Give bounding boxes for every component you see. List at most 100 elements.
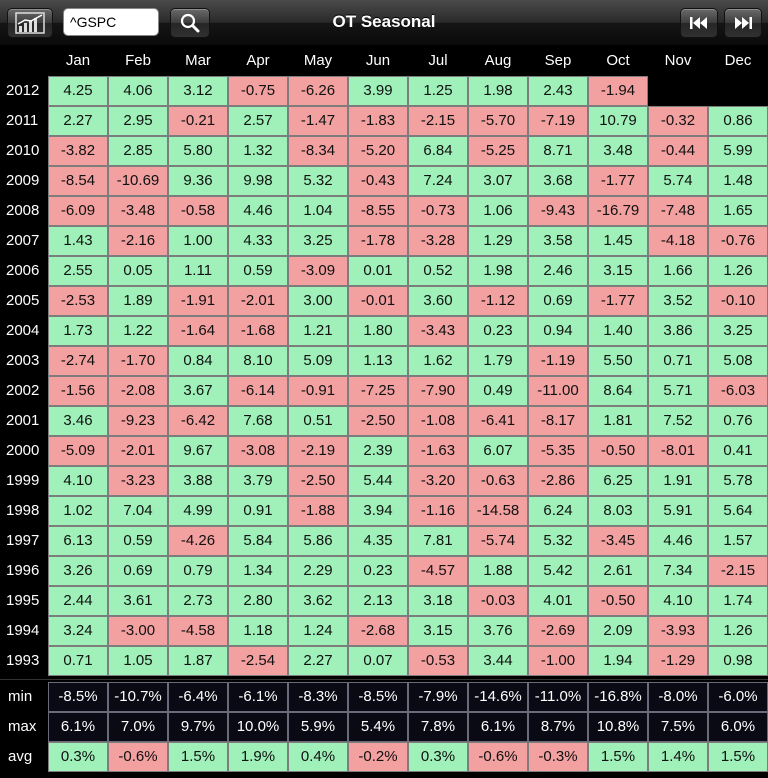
return-cell[interactable]: -8.17: [528, 406, 588, 436]
return-cell[interactable]: 6.13: [48, 526, 108, 556]
return-cell[interactable]: 3.44: [468, 646, 528, 676]
return-cell[interactable]: -1.19: [528, 346, 588, 376]
return-cell[interactable]: 2.73: [168, 586, 228, 616]
return-cell[interactable]: -1.77: [588, 166, 648, 196]
return-cell[interactable]: -3.08: [228, 436, 288, 466]
return-cell[interactable]: 1.26: [708, 616, 768, 646]
return-cell[interactable]: 1.48: [708, 166, 768, 196]
return-cell[interactable]: 0.23: [468, 316, 528, 346]
return-cell[interactable]: 1.73: [48, 316, 108, 346]
return-cell[interactable]: 1.26: [708, 256, 768, 286]
chart-button[interactable]: [7, 8, 53, 38]
return-cell[interactable]: 7.81: [408, 526, 468, 556]
return-cell[interactable]: -6.03: [708, 376, 768, 406]
return-cell[interactable]: -3.43: [408, 316, 468, 346]
return-cell[interactable]: 2.80: [228, 586, 288, 616]
return-cell[interactable]: 3.46: [48, 406, 108, 436]
return-cell[interactable]: 0.59: [108, 526, 168, 556]
return-cell[interactable]: 5.80: [168, 136, 228, 166]
return-cell[interactable]: 10.79: [588, 106, 648, 136]
return-cell[interactable]: -2.15: [708, 556, 768, 586]
return-cell[interactable]: 0.71: [648, 346, 708, 376]
return-cell[interactable]: 0.49: [468, 376, 528, 406]
return-cell[interactable]: -2.54: [228, 646, 288, 676]
return-cell[interactable]: 5.71: [648, 376, 708, 406]
return-cell[interactable]: -2.86: [528, 466, 588, 496]
return-cell[interactable]: -7.19: [528, 106, 588, 136]
return-cell[interactable]: -0.44: [648, 136, 708, 166]
return-cell[interactable]: -1.94: [588, 76, 648, 106]
return-cell[interactable]: 1.66: [648, 256, 708, 286]
return-cell[interactable]: 0.23: [348, 556, 408, 586]
return-cell[interactable]: 2.55: [48, 256, 108, 286]
return-cell[interactable]: -11.00: [528, 376, 588, 406]
return-cell[interactable]: 1.94: [588, 646, 648, 676]
return-cell[interactable]: -2.69: [528, 616, 588, 646]
return-cell[interactable]: 4.06: [108, 76, 168, 106]
return-cell[interactable]: 9.36: [168, 166, 228, 196]
return-cell[interactable]: 7.52: [648, 406, 708, 436]
search-button[interactable]: [170, 8, 210, 38]
return-cell[interactable]: 7.24: [408, 166, 468, 196]
return-cell[interactable]: -0.58: [168, 196, 228, 226]
return-cell[interactable]: 1.81: [588, 406, 648, 436]
return-cell[interactable]: 0.07: [348, 646, 408, 676]
return-cell[interactable]: 0.05: [108, 256, 168, 286]
return-cell[interactable]: -0.43: [348, 166, 408, 196]
return-cell[interactable]: 1.25: [408, 76, 468, 106]
return-cell[interactable]: -0.10: [708, 286, 768, 316]
symbol-input[interactable]: [63, 8, 159, 36]
return-cell[interactable]: 5.44: [348, 466, 408, 496]
return-cell[interactable]: -3.48: [108, 196, 168, 226]
return-cell[interactable]: -6.42: [168, 406, 228, 436]
return-cell[interactable]: 0.01: [348, 256, 408, 286]
return-cell[interactable]: 3.15: [408, 616, 468, 646]
return-cell[interactable]: -2.08: [108, 376, 168, 406]
return-cell[interactable]: -2.16: [108, 226, 168, 256]
return-cell[interactable]: -3.28: [408, 226, 468, 256]
return-cell[interactable]: -4.18: [648, 226, 708, 256]
return-cell[interactable]: -1.83: [348, 106, 408, 136]
return-cell[interactable]: -6.14: [228, 376, 288, 406]
return-cell[interactable]: 0.91: [228, 496, 288, 526]
return-cell[interactable]: 3.15: [588, 256, 648, 286]
return-cell[interactable]: 1.87: [168, 646, 228, 676]
return-cell[interactable]: 4.35: [348, 526, 408, 556]
return-cell[interactable]: -0.75: [228, 76, 288, 106]
return-cell[interactable]: -1.78: [348, 226, 408, 256]
return-cell[interactable]: -1.77: [588, 286, 648, 316]
return-cell[interactable]: 3.58: [528, 226, 588, 256]
return-cell[interactable]: -3.93: [648, 616, 708, 646]
return-cell[interactable]: -3.82: [48, 136, 108, 166]
return-cell[interactable]: 4.46: [228, 196, 288, 226]
return-cell[interactable]: 3.25: [288, 226, 348, 256]
return-cell[interactable]: -1.29: [648, 646, 708, 676]
return-cell[interactable]: 0.94: [528, 316, 588, 346]
return-cell[interactable]: 1.02: [48, 496, 108, 526]
return-cell[interactable]: 3.62: [288, 586, 348, 616]
return-cell[interactable]: 5.74: [648, 166, 708, 196]
return-cell[interactable]: 3.94: [348, 496, 408, 526]
return-cell[interactable]: -1.63: [408, 436, 468, 466]
return-cell[interactable]: 1.06: [468, 196, 528, 226]
return-cell[interactable]: 1.79: [468, 346, 528, 376]
return-cell[interactable]: 9.67: [168, 436, 228, 466]
return-cell[interactable]: 1.40: [588, 316, 648, 346]
return-cell[interactable]: 5.78: [708, 466, 768, 496]
return-cell[interactable]: -2.01: [228, 286, 288, 316]
return-cell[interactable]: -3.09: [288, 256, 348, 286]
return-cell[interactable]: 3.24: [48, 616, 108, 646]
return-cell[interactable]: 8.03: [588, 496, 648, 526]
return-cell[interactable]: -4.26: [168, 526, 228, 556]
return-cell[interactable]: 1.21: [288, 316, 348, 346]
return-cell[interactable]: 5.64: [708, 496, 768, 526]
return-cell[interactable]: 5.84: [228, 526, 288, 556]
return-cell[interactable]: 0.79: [168, 556, 228, 586]
return-cell[interactable]: 3.86: [648, 316, 708, 346]
return-cell[interactable]: 2.09: [588, 616, 648, 646]
return-cell[interactable]: -2.15: [408, 106, 468, 136]
return-cell[interactable]: 3.79: [228, 466, 288, 496]
return-cell[interactable]: -3.45: [588, 526, 648, 556]
return-cell[interactable]: 5.08: [708, 346, 768, 376]
return-cell[interactable]: 1.88: [468, 556, 528, 586]
